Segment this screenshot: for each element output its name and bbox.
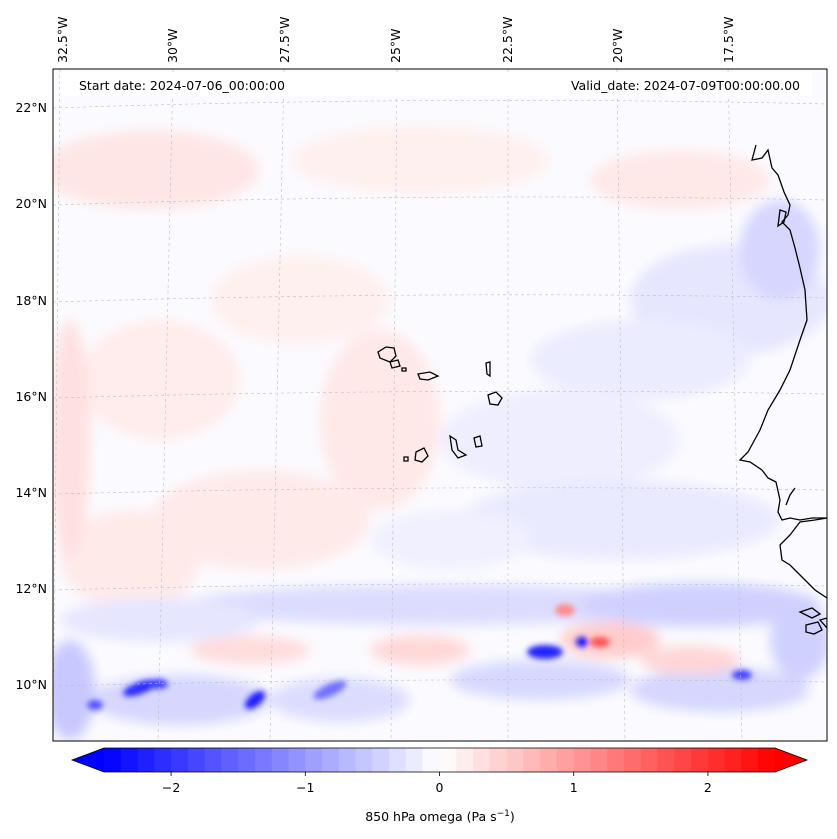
colorbar-cell (338, 748, 357, 772)
lon-label: 30°W (165, 28, 180, 63)
colorbar-cell (489, 748, 508, 772)
colorbar-cell (707, 748, 726, 772)
colorbar-cell (741, 748, 759, 772)
colorbar-cell (372, 748, 390, 772)
omega-strong-cells (87, 604, 752, 710)
colorbar-tick-label: 0 (436, 780, 444, 795)
colorbar-outline (70, 747, 809, 773)
lat-label: 22°N (15, 100, 47, 115)
colorbar-cell (187, 748, 206, 772)
africa-coastline (738, 144, 827, 521)
start-date-label: Start date: 2024-07-06_00:00:00 (79, 78, 285, 93)
santiago (449, 434, 468, 459)
longitude-labels: 32.5°W 30°W 27.5°W 25°W 22.5°W 20°W 17.5… (55, 17, 736, 63)
coastline (377, 144, 827, 635)
omega-field (53, 125, 827, 740)
lat-label: 20°N (15, 196, 47, 211)
lon-label: 25°W (388, 28, 403, 63)
colorbar-cell (607, 748, 625, 772)
colorbar-cell (154, 748, 172, 772)
colorbar-cell (573, 748, 591, 772)
header-strip (60, 72, 812, 96)
colorbar-cell (439, 748, 457, 772)
lon-label: 20°W (610, 28, 625, 63)
colorbar-cell (288, 748, 306, 772)
colorbar-cell (422, 748, 440, 772)
lat-label: 18°N (15, 293, 47, 308)
sao-nicolau (417, 371, 440, 381)
maio (473, 435, 483, 448)
lat-label: 12°N (15, 581, 47, 596)
colorbar-cell (523, 748, 541, 772)
lat-label: 10°N (15, 677, 47, 692)
bijagos-islands (798, 607, 827, 635)
colorbar-cell (456, 748, 474, 772)
map-frame (52, 68, 828, 742)
fogo (414, 447, 429, 463)
valid-date-label: Valid_date: 2024-07-09T00:00:00.00 (571, 78, 800, 93)
colorbar-cell (640, 748, 659, 772)
colorbar-cells (72, 748, 807, 772)
lon-label: 17.5°W (721, 17, 736, 63)
colorbar-cell (120, 748, 139, 772)
colorbar-tick-label: 1 (570, 780, 578, 795)
lat-label: 16°N (15, 389, 47, 404)
colorbar-label-main: 850 hPa omega (Pa s (365, 809, 496, 824)
latitude-labels: 22°N 20°N 18°N 16°N 14°N 12°N 10°N (15, 100, 47, 692)
graticule (53, 69, 827, 741)
brava (403, 456, 409, 462)
colorbar-cell (137, 748, 155, 772)
colorbar-cell (254, 748, 273, 772)
colorbar-cell (590, 748, 608, 772)
colorbar-cell (540, 748, 558, 772)
colorbar-cell (691, 748, 709, 772)
colorbar-cell (624, 748, 642, 772)
colorbar-extend-low (72, 748, 104, 772)
colorbar-label-tail: ) (510, 809, 515, 824)
colorbar-cell (506, 748, 524, 772)
colorbar-label-exponent: −1 (497, 809, 510, 819)
lon-label: 32.5°W (55, 17, 70, 63)
colorbar-ticks: −2 −1 0 1 2 (162, 772, 712, 795)
colorbar-cell (473, 748, 491, 772)
colorbar: −2 −1 0 1 2 850 hPa omega (Pa s−1) (70, 747, 809, 824)
colorbar-tick-label: −2 (162, 780, 180, 795)
colorbar-cell (758, 748, 776, 772)
colorbar-cell (271, 748, 290, 772)
colorbar-cell (724, 748, 742, 772)
lat-label: 14°N (15, 485, 47, 500)
map-panel: Start date: 2024-07-06_00:00:00 Valid_da… (53, 69, 827, 741)
colorbar-extend-high (775, 748, 807, 772)
coast-inlet (777, 209, 787, 228)
santa-luzia (401, 367, 407, 372)
sal (485, 361, 491, 378)
santo-antao (377, 346, 397, 363)
colorbar-cell (171, 748, 189, 772)
sao-vicente (389, 359, 401, 369)
colorbar-cell (322, 748, 340, 772)
guinea-coastline (779, 517, 827, 599)
colorbar-cell (657, 748, 675, 772)
colorbar-tick-label: 2 (704, 780, 712, 795)
colorbar-cell (238, 748, 256, 772)
coast-inlet-2 (785, 487, 796, 506)
colorbar-cell (389, 748, 407, 772)
colorbar-cell (556, 748, 575, 772)
colorbar-cell (104, 748, 122, 772)
colorbar-cell (305, 748, 323, 772)
colorbar-cell (405, 748, 424, 772)
colorbar-cell (674, 748, 692, 772)
colorbar-cell (221, 748, 239, 772)
colorbar-cell (355, 748, 373, 772)
lon-label: 22.5°W (500, 17, 515, 63)
lon-label: 27.5°W (277, 17, 292, 63)
colorbar-label: 850 hPa omega (Pa s−1) (365, 809, 515, 824)
boa-vista (487, 391, 503, 406)
colorbar-tick-label: −1 (296, 780, 314, 795)
colorbar-cell (204, 748, 222, 772)
